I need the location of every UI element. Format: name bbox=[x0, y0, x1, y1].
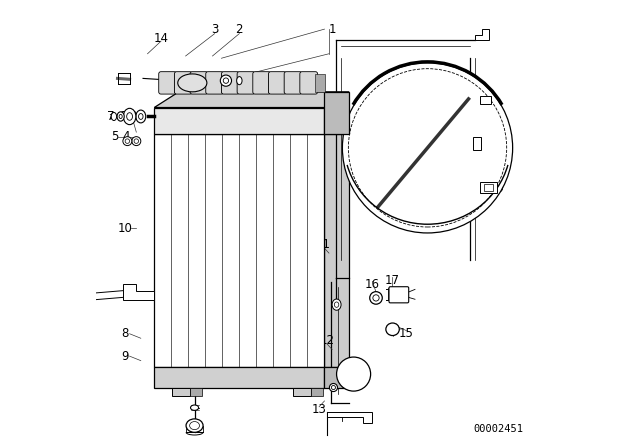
Polygon shape bbox=[154, 367, 324, 388]
Ellipse shape bbox=[138, 114, 143, 119]
Text: 00002451: 00002451 bbox=[474, 424, 524, 434]
Text: 6: 6 bbox=[118, 110, 125, 123]
Ellipse shape bbox=[386, 323, 399, 336]
Polygon shape bbox=[324, 367, 349, 388]
Ellipse shape bbox=[330, 383, 337, 392]
FancyBboxPatch shape bbox=[480, 95, 491, 103]
Ellipse shape bbox=[132, 137, 141, 146]
FancyBboxPatch shape bbox=[300, 72, 317, 94]
Ellipse shape bbox=[134, 139, 138, 143]
Ellipse shape bbox=[332, 299, 341, 310]
FancyBboxPatch shape bbox=[221, 72, 239, 94]
FancyBboxPatch shape bbox=[480, 182, 497, 193]
FancyBboxPatch shape bbox=[159, 72, 177, 94]
Polygon shape bbox=[326, 412, 371, 423]
Text: 17: 17 bbox=[384, 273, 399, 287]
Text: 21: 21 bbox=[489, 110, 505, 123]
FancyBboxPatch shape bbox=[190, 72, 208, 94]
Polygon shape bbox=[316, 74, 325, 92]
Circle shape bbox=[337, 357, 371, 391]
Polygon shape bbox=[154, 92, 349, 108]
Ellipse shape bbox=[119, 114, 122, 119]
FancyBboxPatch shape bbox=[389, 287, 409, 303]
Ellipse shape bbox=[136, 110, 146, 123]
Text: 7: 7 bbox=[107, 110, 114, 123]
Ellipse shape bbox=[123, 137, 132, 146]
Text: 13: 13 bbox=[312, 403, 326, 417]
Polygon shape bbox=[476, 29, 489, 40]
Polygon shape bbox=[190, 74, 200, 92]
Text: 3: 3 bbox=[129, 110, 136, 123]
Text: 14: 14 bbox=[154, 31, 168, 45]
FancyBboxPatch shape bbox=[253, 72, 271, 94]
Polygon shape bbox=[253, 74, 262, 92]
Ellipse shape bbox=[220, 75, 232, 86]
Text: 16: 16 bbox=[365, 278, 380, 291]
Polygon shape bbox=[221, 74, 231, 92]
Polygon shape bbox=[268, 74, 278, 92]
Polygon shape bbox=[172, 388, 190, 396]
Text: 1: 1 bbox=[329, 22, 337, 36]
Text: 20: 20 bbox=[409, 130, 424, 143]
Polygon shape bbox=[311, 388, 323, 396]
Polygon shape bbox=[300, 74, 310, 92]
Ellipse shape bbox=[111, 112, 116, 121]
Ellipse shape bbox=[117, 112, 124, 121]
Ellipse shape bbox=[189, 422, 200, 430]
Ellipse shape bbox=[370, 292, 382, 304]
Ellipse shape bbox=[191, 405, 198, 410]
Ellipse shape bbox=[178, 74, 207, 92]
FancyBboxPatch shape bbox=[473, 137, 481, 150]
Ellipse shape bbox=[124, 108, 136, 125]
FancyBboxPatch shape bbox=[484, 184, 493, 191]
Polygon shape bbox=[237, 74, 247, 92]
Text: 11: 11 bbox=[316, 237, 331, 251]
Ellipse shape bbox=[334, 302, 339, 307]
Ellipse shape bbox=[125, 139, 129, 143]
FancyBboxPatch shape bbox=[237, 72, 255, 94]
Polygon shape bbox=[174, 74, 184, 92]
FancyBboxPatch shape bbox=[174, 72, 192, 94]
Polygon shape bbox=[205, 74, 216, 92]
Polygon shape bbox=[123, 284, 154, 300]
FancyBboxPatch shape bbox=[205, 72, 223, 94]
Ellipse shape bbox=[186, 419, 203, 432]
Text: 2: 2 bbox=[236, 22, 243, 36]
Polygon shape bbox=[324, 134, 349, 367]
Text: 15: 15 bbox=[399, 327, 414, 340]
Text: 9: 9 bbox=[122, 349, 129, 363]
Polygon shape bbox=[293, 388, 311, 396]
Text: 19: 19 bbox=[490, 181, 504, 195]
Bar bbox=[154, 134, 324, 367]
Ellipse shape bbox=[223, 78, 228, 83]
Polygon shape bbox=[324, 92, 349, 134]
Ellipse shape bbox=[237, 77, 242, 85]
Circle shape bbox=[342, 63, 513, 233]
Text: 8: 8 bbox=[122, 327, 129, 340]
Text: 4: 4 bbox=[123, 130, 130, 143]
Polygon shape bbox=[190, 388, 202, 396]
Polygon shape bbox=[154, 108, 324, 134]
Text: 18: 18 bbox=[490, 141, 504, 155]
Ellipse shape bbox=[373, 295, 379, 301]
Ellipse shape bbox=[127, 113, 132, 120]
Text: 12: 12 bbox=[319, 334, 334, 347]
Text: 5: 5 bbox=[111, 130, 118, 143]
Polygon shape bbox=[284, 74, 294, 92]
Text: 10: 10 bbox=[118, 222, 132, 235]
FancyBboxPatch shape bbox=[284, 72, 302, 94]
Ellipse shape bbox=[332, 385, 335, 390]
FancyBboxPatch shape bbox=[269, 72, 286, 94]
Text: 3: 3 bbox=[211, 22, 218, 36]
